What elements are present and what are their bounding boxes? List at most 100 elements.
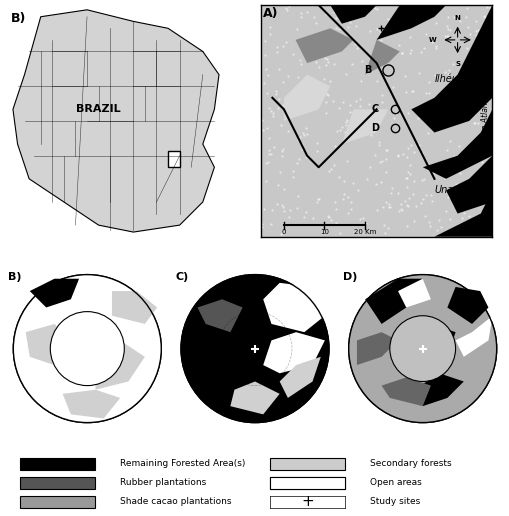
Point [445,137,454,145]
Polygon shape [376,5,445,40]
Point [388,83,396,91]
Point [414,140,422,149]
Point [340,176,348,185]
Point [419,110,428,119]
Point [279,42,287,51]
Point [384,203,392,211]
Point [283,111,291,120]
Point [443,95,451,103]
Point [279,185,288,193]
Text: E: E [475,37,480,43]
Point [419,43,427,52]
Point [431,19,439,27]
Point [454,15,462,23]
Point [445,215,453,223]
Point [478,137,487,146]
Point [330,198,338,206]
Point [454,142,462,150]
Point [278,147,286,155]
Point [397,200,405,208]
Polygon shape [284,75,330,121]
Point [301,153,309,162]
Point [390,18,398,26]
Point [261,37,269,45]
Polygon shape [95,341,145,390]
Text: D: D [370,123,378,133]
Point [282,6,291,14]
Point [399,150,407,158]
Polygon shape [279,357,320,398]
Point [341,70,349,78]
Point [318,89,326,98]
Circle shape [50,312,124,385]
Point [464,190,472,199]
Point [403,201,411,209]
Point [313,147,321,155]
Polygon shape [414,324,455,373]
Point [355,102,363,110]
Point [400,197,408,205]
Point [353,186,361,194]
Text: 20 Km: 20 Km [353,230,376,235]
Point [441,206,449,215]
Point [314,195,322,203]
Point [421,190,430,199]
Point [308,89,317,97]
Point [385,203,393,211]
Point [389,114,398,122]
Text: 10: 10 [319,230,328,235]
Point [311,20,319,28]
Point [292,25,300,34]
Bar [269,477,344,489]
Point [278,101,287,109]
Point [442,146,450,154]
Point [308,214,316,222]
Point [322,54,330,62]
Point [309,39,317,47]
Point [440,68,448,76]
Point [421,30,429,39]
Point [476,158,485,166]
Circle shape [348,275,496,423]
Point [481,203,489,211]
Point [301,124,309,132]
Point [464,84,472,92]
Point [263,157,271,166]
Point [289,92,297,101]
Point [479,75,488,84]
Bar [269,458,344,470]
Point [466,112,474,120]
Point [379,203,387,211]
Text: Una: Una [434,185,453,196]
Point [338,195,347,203]
Point [261,158,269,167]
Point [355,124,363,132]
Point [274,64,282,73]
Point [432,226,440,234]
Point [365,163,374,171]
Point [314,195,322,203]
Point [402,174,410,183]
Text: Ilhéus: Ilhéus [434,74,463,84]
Point [430,125,438,134]
Point [279,207,288,215]
Point [455,169,463,178]
Point [405,160,413,169]
Point [397,205,405,213]
Polygon shape [434,190,491,237]
Point [334,173,343,181]
Point [295,133,303,141]
Point [328,4,336,12]
Point [355,215,363,223]
Point [258,116,266,124]
Point [427,38,435,46]
Point [381,155,389,163]
Point [289,50,297,58]
Point [435,103,443,111]
Point [404,168,412,176]
Point [387,184,395,192]
Point [265,134,273,142]
Point [265,150,273,158]
Point [463,23,471,31]
Point [394,207,403,215]
